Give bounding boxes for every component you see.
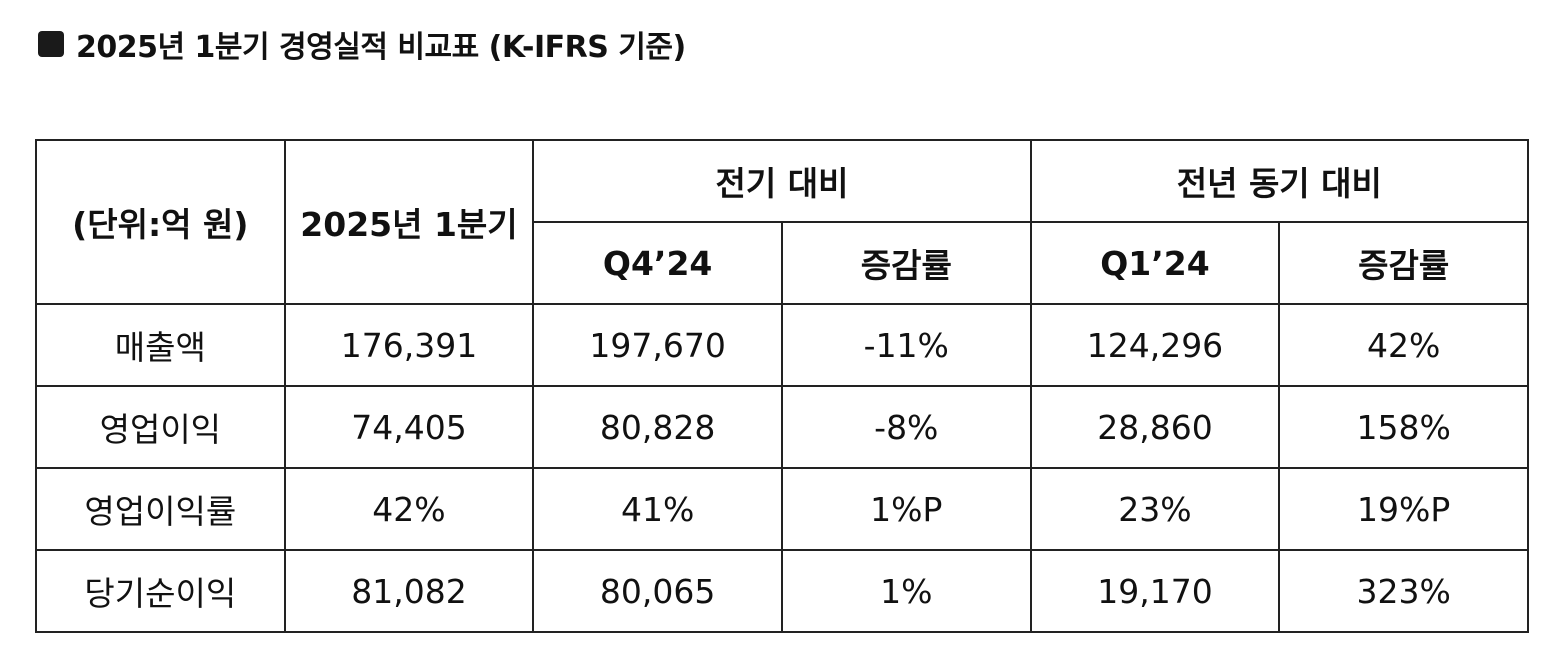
table-cell: 197,670	[532, 303, 783, 387]
title-bar: 2025년 1분기 경영실적 비교표 (K-IFRS 기준)	[38, 22, 686, 66]
table-cell: 80,065	[532, 549, 783, 633]
table-cell: 42%	[1278, 303, 1529, 387]
table-body: 매출액 176,391 197,670 -11% 124,296 42% 영업이익 74,40…	[35, 303, 1529, 633]
header-cell: Q1’24	[1029, 221, 1281, 305]
table-cell: 124,296	[1029, 303, 1281, 387]
header-cell: 증감률	[1278, 221, 1529, 305]
table-cell: 42%	[283, 467, 535, 551]
table-row: 매출액 176,391 197,670 -11% 124,296 42%	[35, 303, 1529, 387]
table-cell: 41%	[532, 467, 783, 551]
table-cell: 74,405	[283, 385, 535, 469]
row-label: 영업이익률	[35, 467, 286, 551]
table-cell: 1%	[780, 549, 1032, 633]
title: 2025년 1분기 경영실적 비교표 (K-IFRS 기준)	[76, 30, 686, 65]
table-cell: -8%	[780, 385, 1032, 469]
header-cell: (단위:억 원)	[35, 139, 286, 305]
table-cell: 81,082	[283, 549, 535, 633]
header-row: Q4’24 증감률 Q1’24 증감률	[36, 221, 1529, 305]
table-row: 영업이익률 42% 41% 1%P 23% 19%P	[35, 467, 1529, 551]
table-cell: 1%P	[780, 467, 1032, 551]
row-label: 영업이익	[35, 385, 286, 469]
results-table: (단위:억 원) 2025년 1분기 전기 대비 전년 동기 대비 Q4’24 …	[35, 139, 1530, 633]
header-cell: 전년 동기 대비	[1029, 139, 1530, 223]
table-cell: 23%	[1029, 467, 1281, 551]
header-cell: 2025년 1분기	[283, 139, 535, 305]
row-label: 매출액	[35, 303, 286, 387]
header-cell: Q4’24	[532, 221, 783, 305]
table-cell: 158%	[1278, 385, 1529, 469]
header-cell: 전기 대비	[532, 139, 1032, 223]
table-cell: 323%	[1278, 549, 1529, 633]
table-cell: -11%	[780, 303, 1032, 387]
table-cell: 176,391	[283, 303, 535, 387]
table-head: (단위:억 원) 2025년 1분기 전기 대비 전년 동기 대비 Q4’24 …	[35, 139, 1530, 305]
header-row: (단위:억 원) 2025년 1분기 전기 대비 전년 동기 대비	[35, 139, 1530, 305]
header-cell: 증감률	[780, 221, 1032, 305]
title-bullet	[38, 31, 64, 57]
table-cell: 19,170	[1029, 549, 1281, 633]
table-cell: 80,828	[532, 385, 783, 469]
row-label: 당기순이익	[35, 549, 286, 633]
table-cell: 19%P	[1278, 467, 1529, 551]
table-cell: 28,860	[1029, 385, 1281, 469]
table-row: 영업이익 74,405 80,828 -8% 28,860 158%	[35, 385, 1529, 469]
table-row: 당기순이익 81,082 80,065 1% 19,170 323%	[35, 549, 1529, 633]
